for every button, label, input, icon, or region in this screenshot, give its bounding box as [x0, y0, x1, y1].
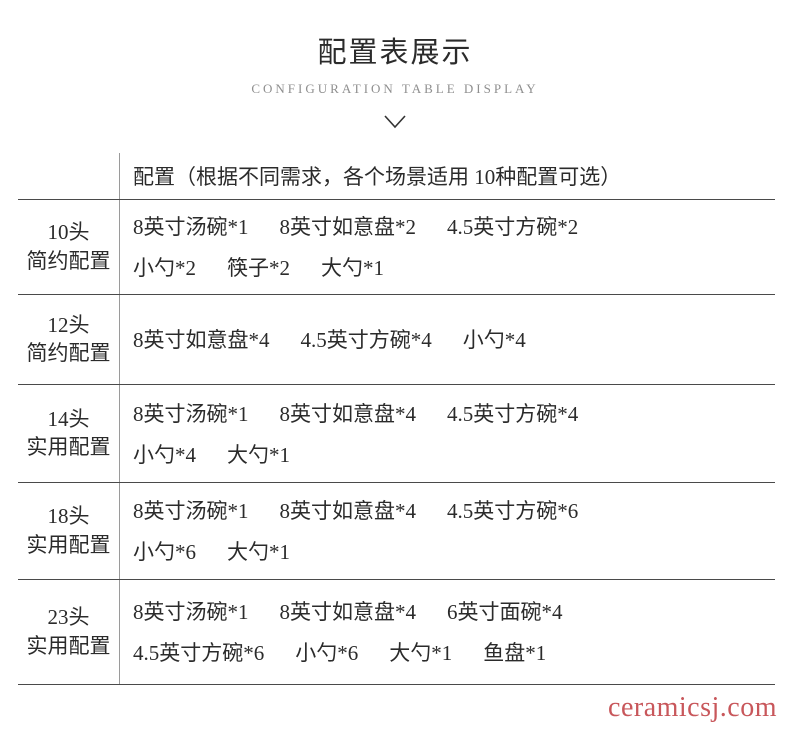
config-item: 4.5英寸方碗*4: [447, 401, 579, 426]
config-item: 6英寸面碗*4: [447, 600, 563, 625]
table-header-text: 配置（根据不同需求，各个场景适用 10种配置可选）: [133, 164, 622, 189]
config-item: 大勺*1: [227, 442, 290, 467]
config-item: 小勺*6: [295, 641, 359, 666]
row-label-line: 简约配置: [26, 341, 111, 366]
config-item: 4.5英寸方碗*2: [447, 215, 579, 240]
config-row: 23头实用配置 8英寸汤碗*1 8英寸如意盘*4 6英寸面碗*4 4.5英寸方碗*6 小勺…: [18, 579, 775, 685]
row-content: 8英寸汤碗*1 8英寸如意盘*4 6英寸面碗*4 4.5英寸方碗*6 小勺*6 大勺*1 鱼…: [120, 580, 775, 684]
content-line: 8英寸汤碗*1 8英寸如意盘*4 4.5英寸方碗*4: [133, 398, 771, 428]
config-item: 4.5英寸方碗*6: [447, 499, 579, 524]
row-label-line: 10头: [47, 220, 90, 245]
config-item: 8英寸如意盘*4: [279, 600, 417, 625]
content-line: 8英寸如意盘*4 4.5英寸方碗*4 小勺*4: [133, 324, 771, 354]
config-item: 小勺*4: [462, 328, 526, 353]
row-label-line: 实用配置: [26, 633, 111, 658]
config-row: 10头简约配置 8英寸汤碗*1 8英寸如意盘*2 4.5英寸方碗*2 小勺*2 筷子*2 大…: [18, 199, 775, 295]
row-label: 23头实用配置: [18, 579, 120, 684]
row-label-line: 12头: [47, 312, 90, 337]
config-row: 14头实用配置 8英寸汤碗*1 8英寸如意盘*4 4.5英寸方碗*4 小勺*4 大勺*1: [18, 384, 775, 483]
row-content: 8英寸汤碗*1 8英寸如意盘*4 4.5英寸方碗*4 小勺*4 大勺*1: [120, 385, 775, 482]
config-item: 筷子*2: [227, 256, 290, 281]
content-line: 小勺*4 大勺*1: [133, 439, 771, 469]
row-content: 8英寸汤碗*1 8英寸如意盘*2 4.5英寸方碗*2 小勺*2 筷子*2 大勺*1: [120, 200, 775, 294]
watermark: ceramicsj.com: [608, 692, 777, 723]
row-label-line: 实用配置: [26, 435, 111, 460]
row-label: 18头实用配置: [18, 482, 120, 579]
row-content: 8英寸如意盘*4 4.5英寸方碗*4 小勺*4: [120, 295, 775, 384]
config-item: 小勺*6: [133, 540, 196, 565]
row-label-line: 23头: [47, 605, 90, 630]
config-item: 8英寸汤碗*1: [133, 600, 249, 625]
row-label: 14头实用配置: [18, 384, 120, 482]
config-item: 小勺*4: [133, 442, 196, 467]
row-label-line: 14头: [47, 406, 90, 431]
config-item: 8英寸汤碗*1: [133, 499, 249, 524]
table-rows: 10头简约配置 8英寸汤碗*1 8英寸如意盘*2 4.5英寸方碗*2 小勺*2 筷子*2 大…: [18, 199, 775, 685]
chevron-down-icon: [0, 113, 790, 131]
row-label: 10头简约配置: [18, 199, 120, 294]
table-header-label-cell: [18, 152, 120, 199]
config-item: 大勺*1: [321, 256, 384, 281]
config-item: 大勺*1: [227, 540, 290, 565]
page-title: 配置表展示: [317, 37, 473, 69]
config-item: 8英寸如意盘*4: [279, 499, 417, 524]
content-line: 小勺*6 大勺*1: [133, 536, 771, 566]
config-item: 4.5英寸方碗*6: [133, 641, 265, 666]
content-line: 小勺*2 筷子*2 大勺*1: [133, 252, 771, 282]
config-item: 小勺*2: [133, 256, 196, 281]
config-item: 鱼盘*1: [483, 641, 547, 666]
config-table: 配置（根据不同需求，各个场景适用 10种配置可选） 10头 简约配置 8英寸汤碗*1…: [18, 152, 775, 685]
content-line: 8英寸汤碗*1 8英寸如意盘*4 6英寸面碗*4: [133, 596, 771, 626]
row-content: 8英寸汤碗*1 8英寸如意盘*4 4.5英寸方碗*6 小勺*6 大勺*1: [120, 483, 775, 579]
content-line: 8英寸汤碗*1 8英寸如意盘*4 4.5英寸方碗*6: [133, 495, 771, 525]
content-line: 8英寸汤碗*1 8英寸如意盘*2 4.5英寸方碗*2: [133, 211, 771, 241]
config-item: 8英寸如意盘*2: [279, 215, 417, 240]
config-item: 8英寸汤碗*1: [133, 215, 249, 240]
config-item: 大勺*1: [389, 641, 453, 666]
row-label-line: 简约配置: [26, 248, 111, 273]
config-item: 8英寸如意盘*4: [279, 401, 417, 426]
config-item: 4.5英寸方碗*4: [300, 328, 432, 353]
row-label-line: 18头: [47, 504, 90, 529]
config-item: 8英寸如意盘*4: [133, 328, 270, 353]
config-row: 18头实用配置 8英寸汤碗*1 8英寸如意盘*4 4.5英寸方碗*6 小勺*6 大勺*1: [18, 482, 775, 580]
table-header-row: 配置（根据不同需求，各个场景适用 10种配置可选）: [18, 152, 775, 200]
config-item: 8英寸汤碗*1: [133, 401, 249, 426]
page-header: 配置表展示 CONFIGURATION TABLE DISPLAY: [0, 0, 790, 131]
content-line: 4.5英寸方碗*6 小勺*6 大勺*1 鱼盘*1: [133, 637, 771, 667]
table-header-cell: 配置（根据不同需求，各个场景适用 10种配置可选）: [120, 153, 775, 199]
page-subtitle: CONFIGURATION TABLE DISPLAY: [251, 80, 539, 96]
config-row: 12头简约配置 8英寸如意盘*4 4.5英寸方碗*4 小勺*4: [18, 294, 775, 385]
row-label-line: 实用配置: [26, 532, 111, 557]
row-label: 12头简约配置: [18, 294, 120, 384]
